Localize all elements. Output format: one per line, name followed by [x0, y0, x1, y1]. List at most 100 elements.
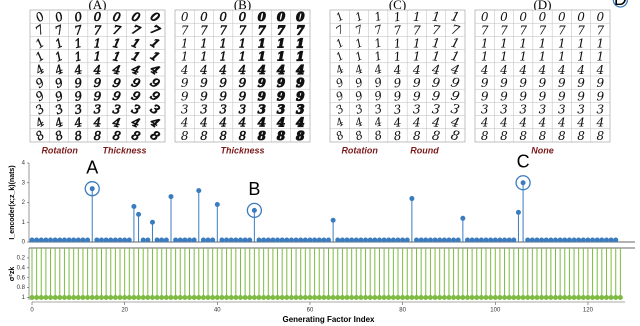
digit: 4 — [412, 116, 421, 130]
digit: 1 — [112, 36, 122, 51]
digit: 4 — [111, 62, 122, 77]
stem-marker — [339, 237, 345, 243]
digit: 1 — [577, 50, 585, 64]
digit: 8 — [181, 129, 189, 143]
stem-marker — [497, 295, 503, 301]
digit: 7 — [258, 23, 267, 37]
stem-marker — [66, 295, 72, 301]
stem-marker — [103, 295, 109, 301]
stem-marker — [103, 237, 109, 243]
digit: 7 — [94, 23, 102, 37]
stem-marker — [404, 237, 410, 243]
digit: 0 — [296, 10, 305, 24]
x-tick-label: 80 — [399, 308, 406, 314]
stem-marker — [594, 237, 600, 243]
stem-marker — [191, 237, 197, 243]
digit: 4 — [480, 116, 489, 130]
stem-marker — [395, 237, 401, 243]
digit: 3 — [94, 103, 102, 117]
digit: 7 — [519, 23, 527, 37]
digit: 7 — [577, 23, 585, 37]
stem-marker — [270, 237, 276, 243]
stem-marker — [205, 237, 211, 243]
digit: 1 — [413, 50, 421, 64]
stem-marker — [140, 237, 146, 243]
stem-marker — [279, 237, 285, 243]
digit: 8 — [258, 129, 267, 143]
digit: 4 — [72, 115, 83, 130]
digit: 9 — [558, 76, 566, 90]
stem-marker — [284, 237, 290, 243]
digit: 9 — [373, 88, 384, 104]
stem-marker — [617, 295, 623, 301]
stem-marker — [381, 295, 387, 301]
digit: 9 — [519, 89, 527, 103]
stem-marker — [474, 237, 480, 243]
stem-marker — [441, 295, 447, 301]
annotation-circle — [515, 175, 531, 191]
digit: 1 — [277, 37, 285, 51]
stem-marker — [376, 237, 382, 243]
digit: 7 — [200, 23, 208, 37]
digit: 7 — [181, 23, 189, 37]
digit: 3 — [73, 102, 84, 117]
stem-marker — [460, 215, 466, 221]
stem-marker — [112, 295, 118, 301]
stem-marker — [353, 237, 359, 243]
stem-marker — [395, 295, 401, 301]
digit: 1 — [239, 37, 247, 51]
digit: 4 — [576, 63, 585, 77]
stem-marker — [200, 237, 206, 243]
stem-marker — [187, 237, 193, 243]
digit: 8 — [73, 128, 84, 143]
digit: 1 — [449, 49, 461, 66]
digit: 1 — [449, 36, 461, 53]
digit: 1 — [181, 37, 189, 51]
digit: 4 — [499, 63, 508, 77]
digit: 9 — [181, 76, 189, 90]
stem-marker — [367, 237, 373, 243]
digit: 4 — [392, 62, 402, 77]
stem-marker — [330, 295, 336, 301]
digit: 4 — [499, 116, 508, 130]
stem-marker — [182, 295, 188, 301]
stem-marker — [251, 207, 257, 213]
stem-marker — [330, 217, 336, 223]
stem-marker — [358, 237, 364, 243]
digit: 9 — [519, 76, 527, 90]
stem-marker — [423, 237, 429, 243]
stem-marker — [265, 295, 271, 301]
stem-marker — [61, 237, 67, 243]
digit: 1 — [393, 36, 402, 51]
stem-marker — [219, 237, 225, 243]
digit: 9 — [94, 76, 102, 90]
stem-marker — [520, 180, 526, 186]
stem-marker — [293, 237, 299, 243]
digit: 1 — [219, 37, 227, 51]
digit: 4 — [180, 63, 189, 77]
digit: 7 — [481, 23, 489, 37]
stem-marker — [214, 201, 220, 207]
stem-marker — [122, 237, 128, 243]
stem-marker — [316, 295, 322, 301]
stem-marker — [177, 237, 183, 243]
stem-marker — [108, 237, 114, 243]
stem-marker — [159, 237, 165, 243]
digit: 3 — [181, 103, 189, 117]
digit: 7 — [500, 23, 508, 37]
digit: 8 — [500, 129, 508, 143]
digit: 4 — [448, 62, 461, 79]
stem-marker — [43, 295, 49, 301]
stem-marker — [284, 295, 290, 301]
digit: 3 — [413, 103, 421, 117]
digit: 9 — [94, 89, 102, 103]
stem-marker — [400, 295, 406, 301]
stem-marker — [455, 295, 461, 301]
digit: 8 — [481, 129, 489, 143]
annotation-circle — [84, 181, 100, 197]
stem-marker — [363, 295, 369, 301]
stem-marker — [251, 295, 257, 301]
y-tick-label: 1 — [22, 295, 26, 301]
stem-marker — [298, 295, 304, 301]
stem-marker — [316, 237, 322, 243]
